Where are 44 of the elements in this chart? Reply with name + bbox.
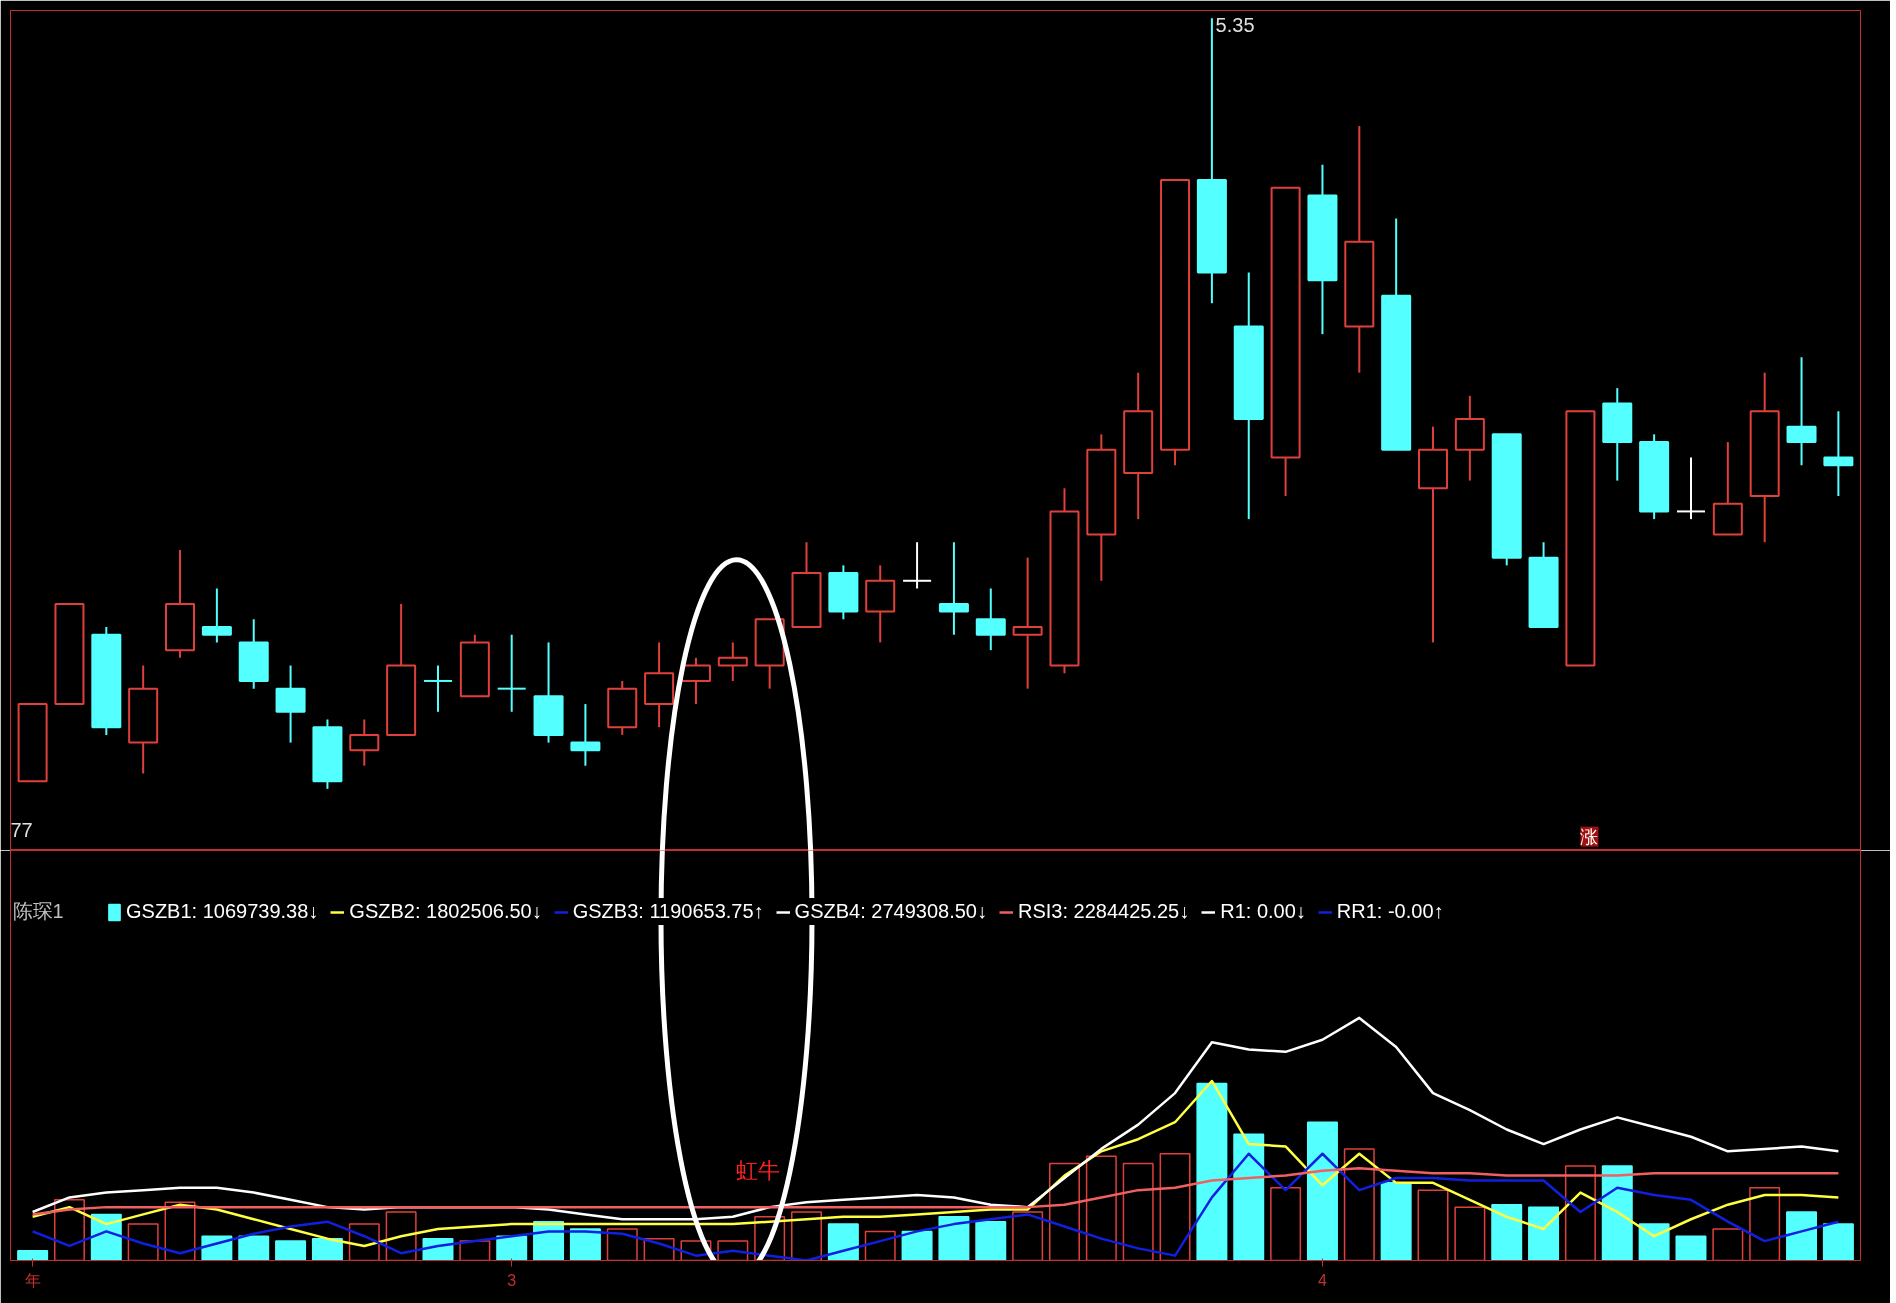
bar [1786,1211,1818,1261]
annotation: 虹牛 [736,1157,781,1183]
legend-label: RSI3: 2284425.25↓ [1017,900,1190,923]
bar [975,1220,1007,1261]
bar [311,1237,343,1261]
candlestick [938,541,969,636]
x-tick-label: 4 [1318,1271,1327,1289]
candlestick [1675,456,1706,521]
bar [938,1216,970,1261]
bar [275,1240,307,1261]
x-tick-label: 3 [507,1271,517,1289]
candlestick [496,633,527,713]
candlestick [201,587,232,644]
candlestick [1012,556,1043,690]
bar [1380,1182,1412,1261]
x-tick-label: 年 [24,1271,41,1289]
legend-label: GSZB1: 1069739.38↓ [126,900,319,923]
bar [1822,1223,1854,1261]
annotation: 5.35 [1215,14,1255,37]
bar [569,1228,601,1261]
bar [1675,1235,1707,1261]
legend-label: RR1: -0.00↑ [1336,900,1444,923]
chart-subtitle: 陈琛1 [12,899,64,922]
bar [1196,1082,1228,1261]
bar [496,1235,528,1261]
bar [17,1250,49,1261]
legend-label: R1: 0.00↓ [1220,900,1306,923]
bar [901,1230,933,1261]
legend-label: GSZB3: 1190653.75↑ [572,900,764,923]
candlestick [422,664,453,713]
text: 涨 [1580,826,1599,847]
bar [1306,1121,1338,1261]
bar [1528,1206,1560,1261]
bar [238,1235,270,1261]
candlestick [902,541,933,590]
legend-label: GSZB2: 1802506.50↓ [349,900,542,923]
legend-label: GSZB4: 2749308.50↓ [794,900,987,923]
candlestick [570,703,601,767]
bar [1638,1223,1670,1261]
text: 77 [10,818,33,841]
bar [1491,1203,1523,1261]
bar [827,1223,859,1261]
candlestick [1823,410,1854,497]
bar [1233,1133,1265,1261]
